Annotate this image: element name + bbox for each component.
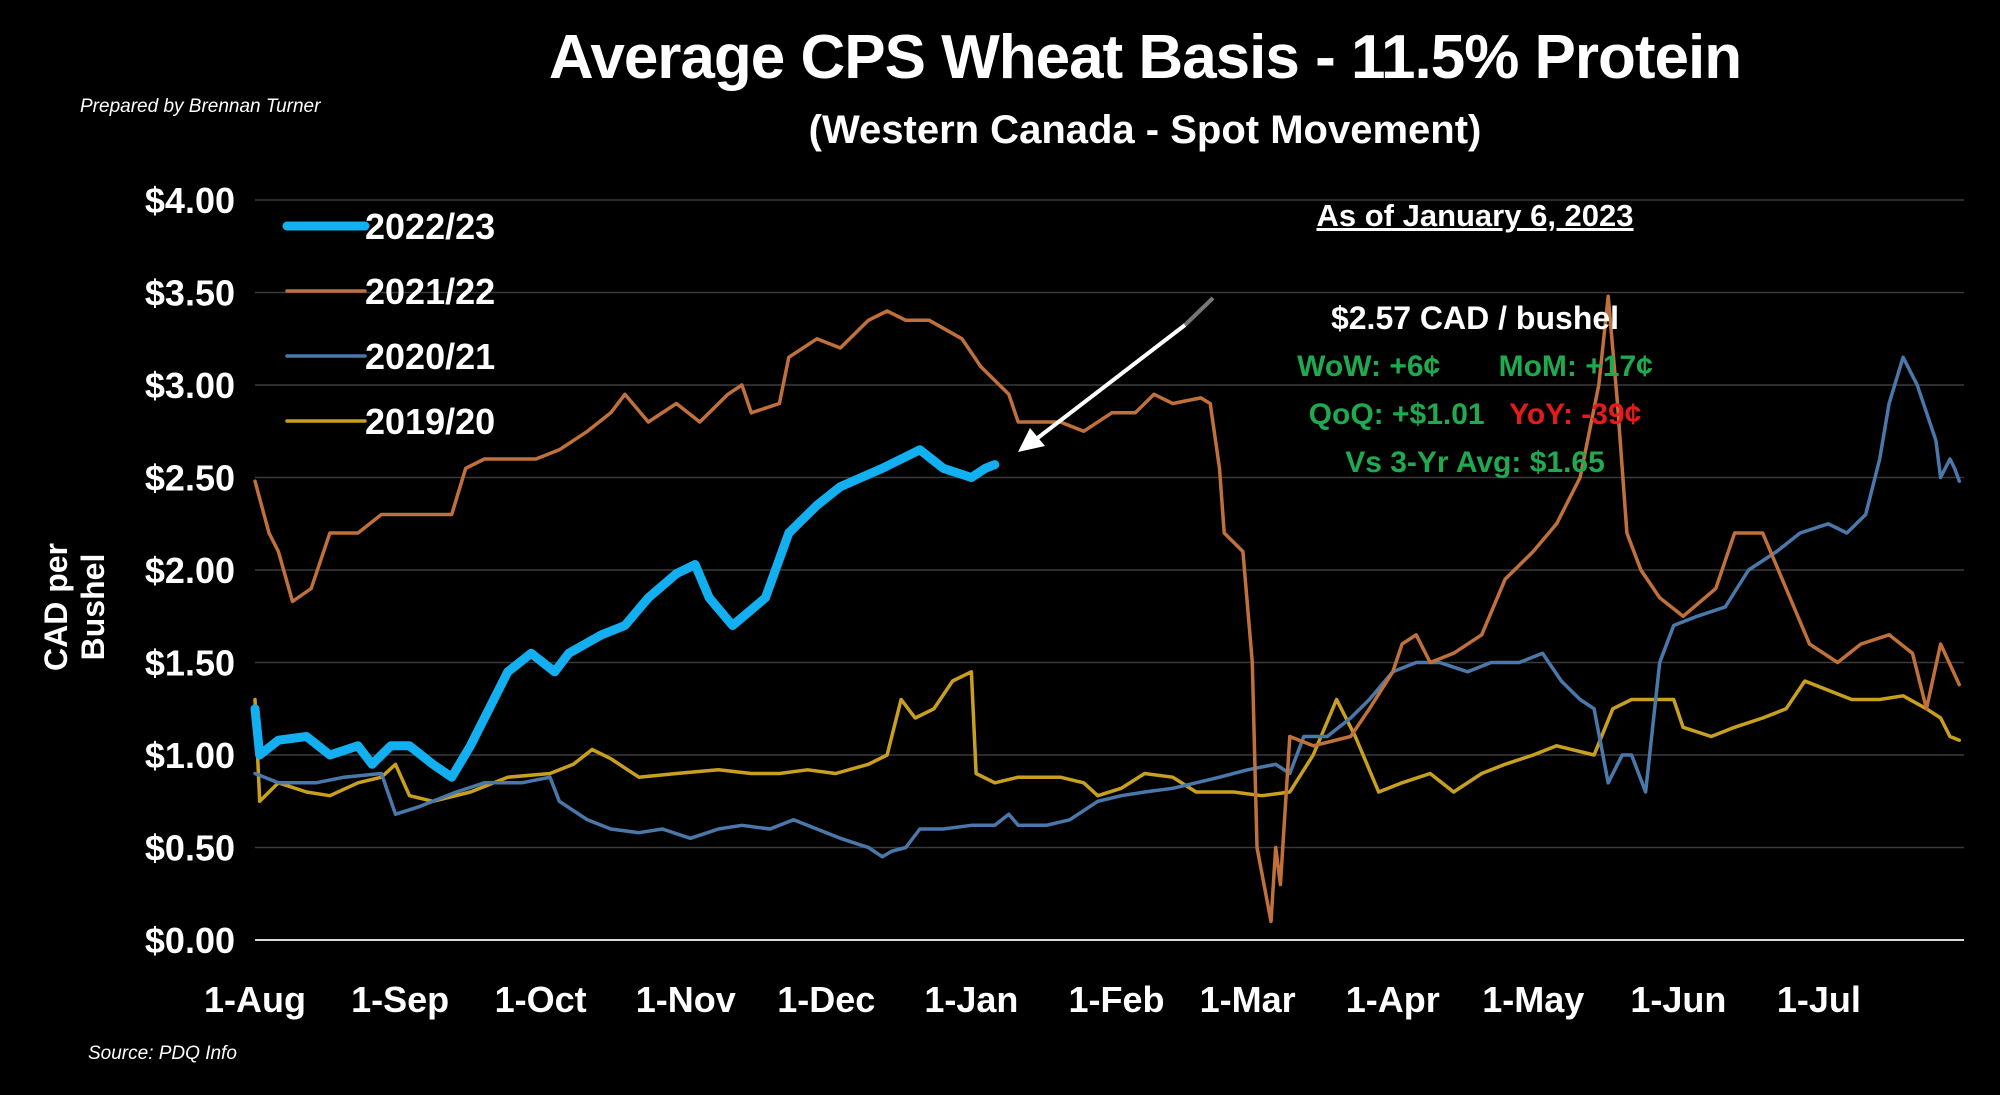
y-tick-label: $0.00	[145, 920, 235, 961]
as-of-date: As of January 6, 2023	[1316, 198, 1634, 233]
legend-label: 2020/21	[365, 336, 495, 377]
y-tick-label: $2.50	[145, 458, 235, 499]
series-line-2019-20	[253, 670, 1962, 804]
wow-change: WoW: +6¢	[1297, 350, 1441, 383]
x-tick-label: 1-Apr	[1346, 979, 1440, 1020]
arrow-head-icon	[1018, 428, 1045, 452]
x-tick-label: 1-Jun	[1630, 979, 1726, 1020]
x-tick-label: 1-Sep	[351, 979, 449, 1020]
series-line-2021-22	[253, 294, 1962, 924]
y-tick-label: $4.00	[145, 180, 235, 221]
x-tick-label: 1-Aug	[204, 979, 306, 1020]
series-line-2022-23	[250, 445, 1000, 782]
source-note: Source: PDQ Info	[88, 1043, 237, 1064]
chart-title: Average CPS Wheat Basis - 11.5% Protein	[548, 23, 1742, 92]
chart-subtitle: (Western Canada - Spot Movement)	[808, 108, 1482, 152]
wow-mom-row: WoW: +6¢ MoM: +17¢	[1175, 350, 1775, 384]
y-tick-label: $3.00	[145, 365, 235, 406]
arrow-tail	[1183, 296, 1215, 327]
mom-change: MoM: +17¢	[1498, 350, 1653, 383]
x-tick-label: 1-Feb	[1069, 979, 1165, 1020]
yoy-change: YoY: -39¢	[1509, 398, 1642, 431]
x-tick-label: 1-Mar	[1200, 979, 1296, 1020]
legend-label: 2021/22	[365, 271, 495, 312]
qoq-change: QoQ: +$1.01	[1308, 398, 1485, 431]
arrow-icon	[1033, 323, 1187, 442]
x-tick-label: 1-May	[1482, 979, 1584, 1020]
x-tick-label: 1-Nov	[636, 979, 736, 1020]
qoq-yoy-row: QoQ: +$1.01 YoY: -39¢	[1175, 398, 1775, 432]
y-tick-label: $3.50	[145, 273, 235, 314]
y-tick-label: $0.50	[145, 828, 235, 869]
x-tick-label: 1-Jan	[924, 979, 1018, 1020]
prepared-by: Prepared by Brennan Turner	[80, 96, 321, 117]
y-tick-label: $2.00	[145, 550, 235, 591]
legend-label: 2022/23	[365, 206, 495, 247]
y-tick-label: $1.50	[145, 643, 235, 684]
x-tick-label: 1-Oct	[495, 979, 587, 1020]
vs-3yr-avg: Vs 3-Yr Avg: $1.65	[1345, 446, 1605, 479]
legend-label: 2019/20	[365, 401, 495, 442]
x-tick-label: 1-Jul	[1777, 979, 1861, 1020]
y-tick-label: $1.00	[145, 735, 235, 776]
current-price: $2.57 CAD / bushel	[1330, 300, 1620, 336]
series-line-2020-21	[253, 355, 1962, 859]
x-tick-label: 1-Dec	[777, 979, 875, 1020]
